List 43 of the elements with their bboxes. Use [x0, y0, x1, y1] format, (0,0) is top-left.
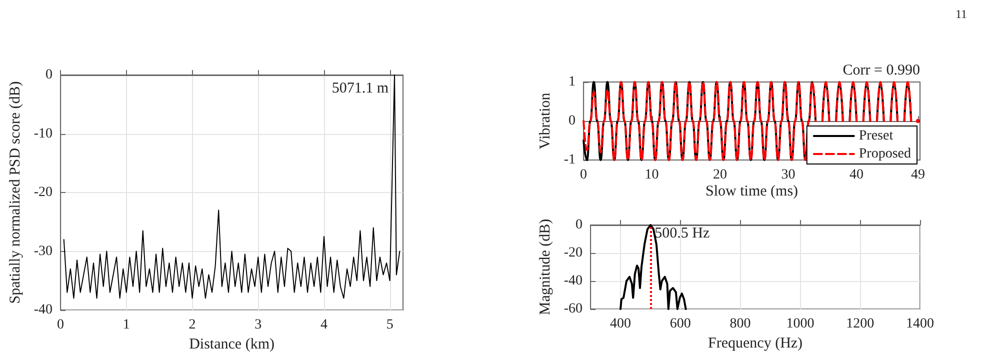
y-tick-label: -10 — [34, 126, 53, 142]
x-tick-label: 600 — [670, 316, 691, 332]
text: 11 — [955, 7, 968, 21]
x-tick-label: 800 — [730, 316, 751, 332]
x-axis-title: Frequency (Hz) — [708, 335, 803, 352]
y-tick-label: 0 — [46, 68, 53, 82]
line-series — [620, 224, 687, 310]
y-tick-label: 0 — [568, 114, 576, 128]
text: Corr = 0.990 — [842, 62, 920, 78]
x-tick-label: 1400 — [906, 316, 934, 332]
y-axis-title: Vibration — [538, 92, 554, 150]
x-tick-label: 1200 — [846, 316, 874, 332]
y-tick-label: -60 — [564, 302, 583, 316]
x-tick-label: 10 — [644, 168, 659, 182]
x-tick-label: 2 — [188, 318, 196, 332]
x-tick-label: 0 — [57, 318, 64, 332]
x-tick-label: 4 — [320, 318, 328, 332]
line-series — [63, 74, 400, 299]
y-tick-label: -1 — [564, 152, 576, 168]
x-tick-label: 3 — [254, 318, 262, 332]
x-tick-label: 40 — [850, 168, 864, 182]
y-tick-label: 0 — [576, 218, 583, 232]
x-tick-label: 20 — [713, 168, 728, 182]
x-tick-label: 5 — [386, 318, 394, 332]
y-axis-title: Spatially normalized PSD score (dB) — [8, 81, 24, 304]
x-axis-title: Slow time (ms) — [706, 184, 798, 200]
y-tick-label: -20 — [564, 246, 583, 260]
y-tick-label: -40 — [564, 274, 583, 288]
annotation: 5071.1 m — [332, 80, 389, 96]
ref-line-label: 500.5 Hz — [654, 226, 710, 242]
x-tick-label: 1 — [122, 318, 130, 332]
y-axis-title: Magnitude (dB) — [538, 218, 554, 316]
legend-label: Proposed — [858, 146, 912, 162]
x-tick-label: 30 — [781, 168, 796, 182]
x-tick-label: 400 — [610, 316, 632, 332]
x-tick-label: 1000 — [786, 316, 814, 332]
y-tick-label: -20 — [34, 185, 53, 200]
x-axis-title: Distance (km) — [189, 336, 274, 352]
y-tick-label: -40 — [34, 302, 53, 318]
y-tick-label: 1 — [568, 74, 576, 90]
legend-label: Preset — [858, 128, 894, 144]
x-tick-label: 49 — [910, 168, 925, 182]
y-tick-label: -30 — [34, 244, 53, 259]
